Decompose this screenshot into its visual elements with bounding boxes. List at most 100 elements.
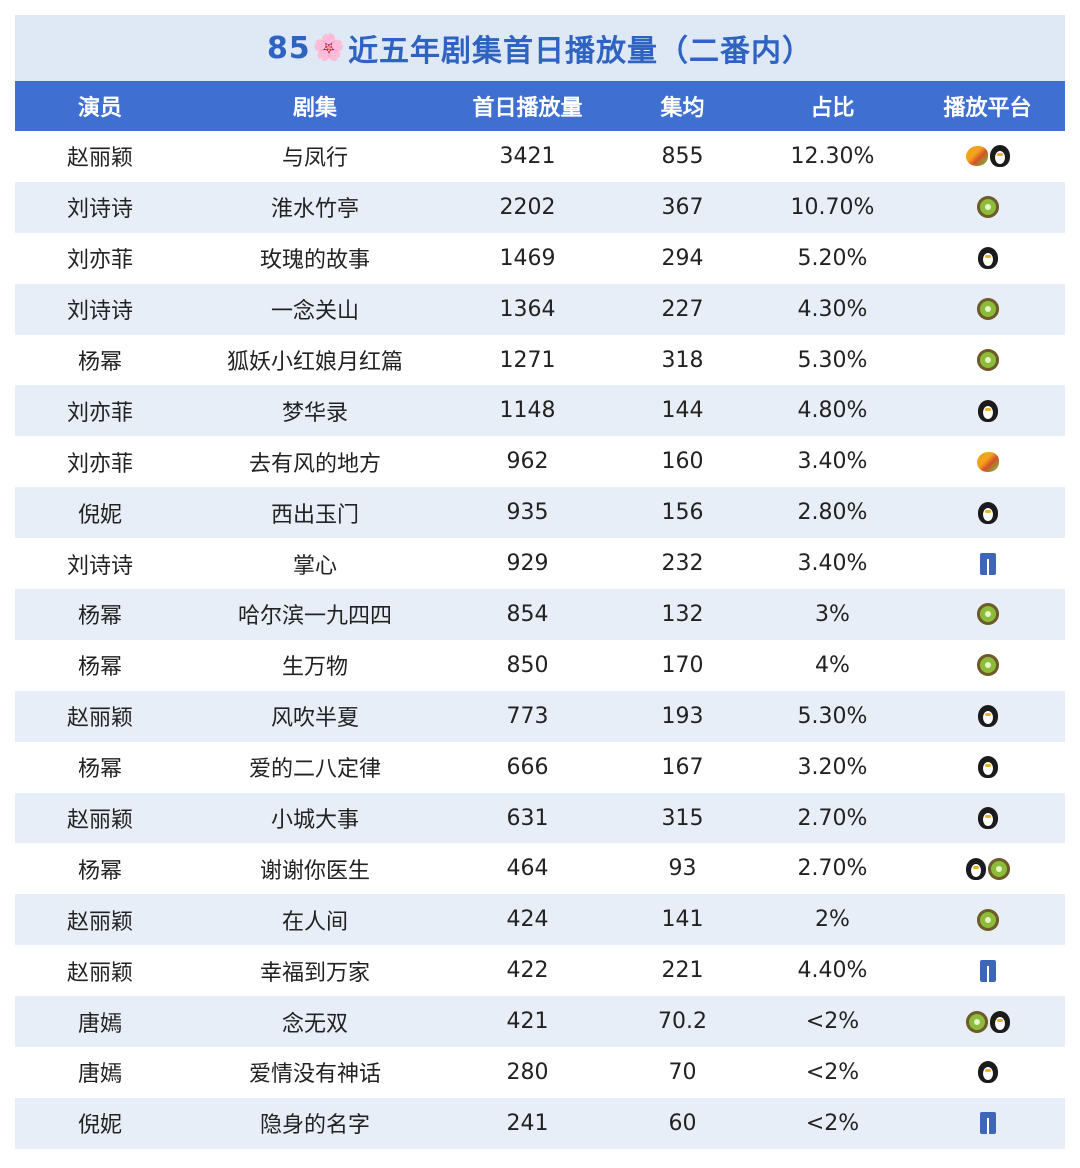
table-row: 刘亦菲 去有风的地方 962 160 3.40% xyxy=(15,436,1065,487)
penguin-icon xyxy=(977,807,998,830)
table-row: 倪妮 隐身的名字 241 60 <2% xyxy=(15,1097,1065,1149)
table-row: 刘亦菲 玫瑰的故事 1469 294 5.20% xyxy=(15,233,1065,284)
table-row: 刘诗诗 一念关山 1364 227 4.30% xyxy=(15,283,1065,335)
share-cell: <2% xyxy=(805,1110,860,1136)
mango-icon xyxy=(976,451,999,472)
table-row: 倪妮 西出玉门 935 156 2.80% xyxy=(15,487,1065,539)
actor-cell: 刘亦菲 xyxy=(66,400,133,426)
drama-cell: 哈尔滨一九四四 xyxy=(237,604,392,630)
header-platform: 播放平台 xyxy=(943,96,1032,121)
first-day-views-cell: 424 xyxy=(506,907,549,933)
actor-cell: 唐嫣 xyxy=(77,1011,122,1037)
table-title: 85 🌸 近五年剧集首日播放量（二番内） xyxy=(15,15,1065,81)
jeans-icon xyxy=(979,552,996,575)
actor-cell: 赵丽颖 xyxy=(66,808,133,834)
episode-average-cell: 160 xyxy=(661,449,704,475)
platform-cell xyxy=(910,756,1065,779)
first-day-views-cell: 631 xyxy=(506,805,549,831)
kiwi-icon xyxy=(965,1010,988,1033)
penguin-icon xyxy=(977,399,998,422)
episode-average-cell: 855 xyxy=(661,143,704,169)
share-cell: <2% xyxy=(805,1059,860,1085)
table-row: 赵丽颖 与凤行 3421 855 12.30% xyxy=(15,131,1065,182)
actor-cell: 刘诗诗 xyxy=(66,299,133,325)
penguin-icon xyxy=(965,857,986,880)
penguin-icon xyxy=(989,1010,1010,1033)
table-row: 杨幂 谢谢你医生 464 93 2.70% xyxy=(15,843,1065,894)
first-day-views-cell: 1364 xyxy=(499,296,556,322)
table-row: 刘诗诗 淮水竹亭 2202 367 10.70% xyxy=(15,181,1065,233)
share-cell: 2% xyxy=(815,907,850,933)
table-row: 赵丽颖 幸福到万家 422 221 4.40% xyxy=(15,945,1065,996)
episode-average-cell: 93 xyxy=(668,856,697,882)
share-cell: 5.20% xyxy=(797,245,868,271)
episode-average-cell: 167 xyxy=(661,754,704,780)
share-cell: 3% xyxy=(815,601,850,627)
actor-cell: 赵丽颖 xyxy=(66,706,133,732)
header-first-day-views: 首日播放量 xyxy=(472,96,583,121)
drama-cell: 狐妖小红娘月红篇 xyxy=(226,350,403,375)
drama-cell: 一念关山 xyxy=(270,299,359,325)
table-body: 赵丽颖 与凤行 3421 855 12.30% 刘诗诗 淮水竹亭 2202 367 10.70% 刘… xyxy=(15,131,1065,1149)
share-cell: 4.30% xyxy=(797,296,868,322)
first-day-views-cell: 421 xyxy=(506,1009,549,1035)
share-cell: 4.80% xyxy=(797,398,868,424)
table-header: 演员 剧集 首日播放量 集均 占比 播放平台 xyxy=(15,81,1065,131)
episode-average-cell: 144 xyxy=(661,398,704,424)
actor-cell: 倪妮 xyxy=(77,1113,122,1139)
penguin-icon xyxy=(977,1061,998,1084)
kiwi-icon xyxy=(976,298,999,321)
table-card: 85 🌸 近五年剧集首日播放量（二番内） 演员 剧集 首日播放量 集均 占比 播放平… xyxy=(15,15,1065,1153)
share-cell: 12.30% xyxy=(790,143,875,169)
actor-cell: 杨幂 xyxy=(77,757,122,783)
actor-cell: 杨幂 xyxy=(77,858,122,884)
share-cell: 3.20% xyxy=(797,754,868,780)
penguin-icon xyxy=(977,501,998,524)
kiwi-icon xyxy=(976,196,999,219)
drama-cell: 去有风的地方 xyxy=(248,451,381,477)
drama-cell: 念无双 xyxy=(281,1011,348,1037)
episode-average-cell: 221 xyxy=(661,958,704,984)
first-day-views-cell: 1148 xyxy=(499,398,556,424)
first-day-views-cell: 929 xyxy=(506,551,549,577)
share-cell: 2.80% xyxy=(797,500,868,526)
share-cell: 3.40% xyxy=(797,449,868,475)
header-actor: 演员 xyxy=(77,96,122,121)
actor-cell: 刘诗诗 xyxy=(66,553,133,579)
platform-cell xyxy=(910,501,1065,524)
table-row: 唐嫣 念无双 421 70.2 <2% xyxy=(15,996,1065,1048)
flower-icon: 🌸 xyxy=(312,33,347,63)
platform-cell xyxy=(910,959,1065,982)
title-text: 近五年剧集首日播放量（二番内） xyxy=(348,34,814,69)
actor-cell: 赵丽颖 xyxy=(66,146,133,172)
jeans-icon xyxy=(979,959,996,982)
platform-cell xyxy=(910,857,1065,880)
platform-cell xyxy=(910,247,1065,270)
jeans-icon xyxy=(979,1112,996,1135)
drama-cell: 幸福到万家 xyxy=(259,960,370,986)
platform-cell xyxy=(910,807,1065,830)
share-cell: 4.40% xyxy=(797,958,868,984)
episode-average-cell: 70 xyxy=(668,1059,697,1085)
platform-cell xyxy=(910,349,1065,371)
actor-cell: 杨幂 xyxy=(77,604,122,630)
share-cell: 3.40% xyxy=(797,551,868,577)
share-cell: 2.70% xyxy=(797,856,868,882)
platform-cell xyxy=(910,552,1065,575)
table-row: 杨幂 生万物 850 170 4% xyxy=(15,640,1065,691)
kiwi-icon xyxy=(976,908,999,931)
episode-average-cell: 367 xyxy=(661,194,704,220)
first-day-views-cell: 666 xyxy=(506,754,549,780)
kiwi-icon xyxy=(976,603,999,626)
table-row: 赵丽颖 风吹半夏 773 193 5.30% xyxy=(15,690,1065,742)
drama-cell: 风吹半夏 xyxy=(270,706,359,732)
header-share: 占比 xyxy=(810,96,855,121)
penguin-icon xyxy=(977,705,998,728)
first-day-views-cell: 241 xyxy=(506,1110,549,1136)
first-day-views-cell: 280 xyxy=(506,1059,549,1085)
platform-cell xyxy=(910,603,1065,626)
share-cell: 5.30% xyxy=(797,703,868,729)
drama-cell: 梦华录 xyxy=(281,400,348,426)
drama-cell: 玫瑰的故事 xyxy=(259,248,370,274)
drama-cell: 小城大事 xyxy=(270,808,359,834)
